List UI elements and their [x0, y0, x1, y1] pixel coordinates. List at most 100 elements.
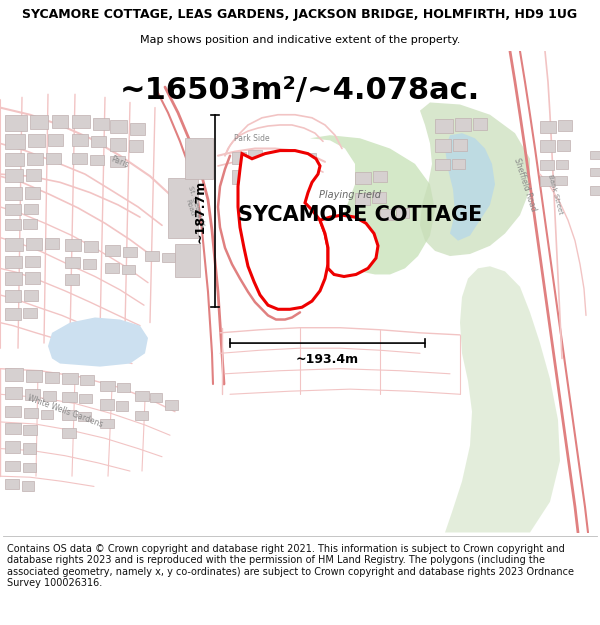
Polygon shape	[420, 102, 530, 256]
Bar	[150, 393, 162, 402]
Bar	[24, 408, 38, 418]
Bar	[80, 375, 94, 385]
Bar	[185, 138, 213, 179]
Polygon shape	[445, 266, 560, 532]
Bar	[282, 216, 300, 231]
Bar	[540, 160, 554, 170]
Bar	[100, 399, 114, 409]
Bar	[558, 120, 572, 131]
Bar	[65, 239, 81, 251]
Bar	[22, 481, 34, 491]
Text: White Wells Gardens: White Wells Gardens	[26, 394, 104, 429]
Polygon shape	[238, 151, 328, 309]
Bar	[557, 141, 570, 151]
Bar	[232, 170, 250, 184]
Bar	[123, 247, 137, 257]
Bar	[373, 171, 387, 182]
Bar	[5, 134, 25, 149]
Bar	[48, 134, 63, 146]
Bar	[45, 372, 59, 383]
Text: Map shows position and indicative extent of the property.: Map shows position and indicative extent…	[140, 35, 460, 45]
Bar	[232, 152, 246, 164]
Bar	[135, 411, 148, 420]
Bar	[5, 441, 20, 452]
Bar	[5, 256, 22, 268]
Bar	[5, 115, 27, 131]
Bar	[122, 265, 135, 274]
Bar	[5, 406, 21, 417]
Text: Playing Field: Playing Field	[319, 189, 381, 199]
Text: Sheffield Road: Sheffield Road	[512, 157, 538, 212]
Bar	[175, 244, 200, 276]
Bar	[27, 152, 43, 165]
Text: ~187.7m: ~187.7m	[194, 179, 207, 243]
Bar	[83, 259, 96, 269]
Polygon shape	[310, 135, 435, 274]
Bar	[5, 368, 23, 381]
Bar	[62, 372, 78, 384]
Bar	[5, 272, 22, 285]
Bar	[252, 170, 272, 186]
Bar	[116, 401, 128, 411]
Bar	[435, 159, 450, 170]
Bar	[380, 209, 394, 220]
Bar	[5, 461, 20, 471]
Bar	[452, 159, 465, 169]
Bar	[105, 245, 120, 256]
Bar	[280, 154, 298, 169]
Text: ~193.4m: ~193.4m	[296, 353, 359, 366]
Bar	[473, 118, 487, 130]
Bar	[5, 290, 21, 302]
Polygon shape	[320, 215, 378, 276]
Bar	[590, 186, 600, 194]
Bar	[52, 115, 68, 128]
Bar	[252, 191, 276, 210]
Bar	[100, 419, 114, 428]
Bar	[540, 176, 554, 186]
Bar	[590, 151, 600, 159]
Bar	[23, 425, 37, 435]
Bar	[72, 115, 90, 128]
Bar	[23, 308, 37, 319]
Bar	[455, 118, 471, 131]
Bar	[248, 149, 262, 162]
Bar	[93, 118, 109, 130]
Bar	[91, 136, 106, 148]
Bar	[23, 443, 36, 454]
Bar	[5, 169, 23, 182]
Bar	[25, 272, 40, 284]
Text: SYCAMORE COTTAGE: SYCAMORE COTTAGE	[238, 205, 482, 225]
Bar	[435, 139, 451, 152]
Bar	[30, 115, 48, 129]
Bar	[24, 204, 38, 214]
Bar	[72, 134, 88, 146]
Bar	[62, 392, 77, 402]
Polygon shape	[445, 133, 495, 241]
Bar	[5, 238, 23, 251]
Bar	[590, 168, 600, 176]
Bar	[62, 428, 76, 438]
Bar	[252, 213, 278, 234]
Bar	[5, 204, 21, 215]
Bar	[105, 263, 119, 274]
Bar	[396, 208, 409, 218]
Bar	[41, 409, 53, 419]
Bar	[100, 381, 115, 391]
Bar	[28, 134, 45, 148]
Bar	[5, 423, 21, 434]
Bar	[252, 169, 268, 182]
Bar	[46, 152, 61, 164]
Bar	[45, 238, 59, 249]
Bar	[110, 156, 125, 167]
Bar	[62, 409, 76, 420]
Bar	[453, 139, 467, 151]
Bar	[540, 141, 555, 152]
Bar	[130, 123, 145, 135]
Bar	[26, 238, 42, 250]
Bar	[110, 120, 127, 133]
Bar	[79, 394, 92, 404]
Bar	[162, 253, 175, 262]
Text: Park Side: Park Side	[234, 134, 270, 142]
Bar	[282, 171, 304, 189]
Bar	[110, 138, 126, 151]
